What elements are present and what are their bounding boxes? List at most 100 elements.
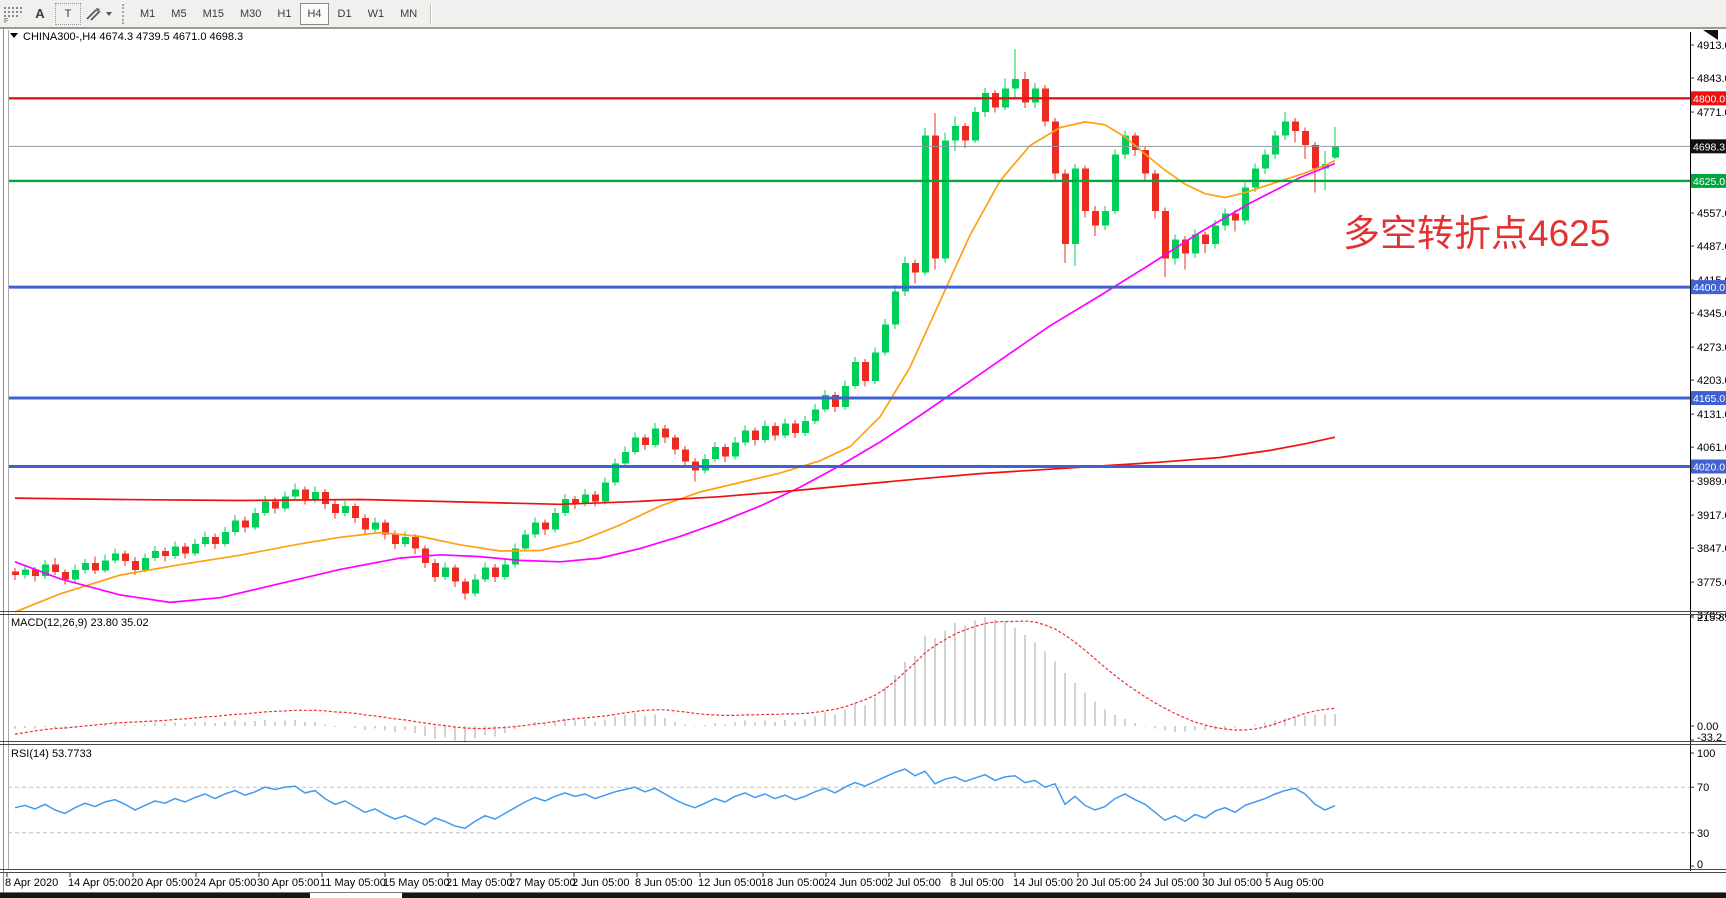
candle-body xyxy=(792,423,799,433)
candle-body xyxy=(512,548,519,565)
price-tick-label: 3989.0 xyxy=(1697,476,1726,488)
price-tick-label: 4131.0 xyxy=(1697,409,1726,421)
horizontal-scrollbar[interactable] xyxy=(0,893,1726,898)
candle-body xyxy=(472,579,479,594)
toolbar-separator xyxy=(430,3,433,24)
draw-tools-icon[interactable] xyxy=(82,2,116,26)
timeframe-button-h1[interactable]: H1 xyxy=(270,3,298,25)
candle-body xyxy=(232,520,239,533)
time-axis-label: 14 Jul 05:00 xyxy=(1013,877,1073,889)
candle-body xyxy=(1292,121,1299,131)
candle-body xyxy=(462,581,469,594)
time-axis-label: 8 Jun 05:00 xyxy=(635,877,693,889)
rsi-tick-label: 70 xyxy=(1697,782,1709,794)
candle-body xyxy=(612,463,619,483)
candle-body xyxy=(562,499,569,514)
candle-body xyxy=(772,425,779,436)
text-tool-button[interactable]: T xyxy=(55,2,81,25)
toolbar-grip[interactable] xyxy=(122,3,128,24)
timeframe-button-mn[interactable]: MN xyxy=(393,3,424,25)
candle-body xyxy=(672,437,679,450)
candle-body xyxy=(702,458,709,471)
candle-body xyxy=(342,506,349,514)
candle-body xyxy=(1322,163,1329,169)
time-axis[interactable]: 8 Apr 2020 14 Apr 05:00 20 Apr 05:00 24 Apr… xyxy=(5,872,1324,889)
candle-body xyxy=(202,536,209,544)
macd-tick-label: 215.81 xyxy=(1697,612,1726,624)
timeframe-button-group: M1 M5 M15 M30 H1 H4 D1 W1 MN xyxy=(132,2,425,25)
candle-body xyxy=(1012,78,1019,89)
ma-mid-magenta xyxy=(14,162,1336,604)
candle-body xyxy=(682,449,689,462)
price-tick-label: 4843.0 xyxy=(1697,73,1726,85)
candle-body xyxy=(1232,213,1239,221)
candle-body xyxy=(12,571,19,576)
candle-body xyxy=(852,362,859,386)
rsi-tick-label: 100 xyxy=(1697,748,1715,760)
annotation-text[interactable]: 多空转折点4625 xyxy=(1343,213,1610,254)
candle-body xyxy=(1132,135,1139,150)
timeframe-button-h4[interactable]: H4 xyxy=(300,2,329,25)
time-axis-label: 14 Apr 05:00 xyxy=(68,877,130,889)
candle-body xyxy=(832,395,839,408)
macd-signal-line xyxy=(14,620,1336,735)
price-badge-4698.3 xyxy=(1691,139,1726,154)
candle-body xyxy=(552,513,559,530)
candle-body xyxy=(842,385,849,408)
price-tick-label: 3917.0 xyxy=(1697,510,1726,522)
price-tick-label: 4273.0 xyxy=(1697,342,1726,354)
candle-body xyxy=(732,442,739,457)
candle-body xyxy=(272,501,279,509)
candle-body xyxy=(942,140,949,259)
candle-body xyxy=(322,491,329,504)
candle-body xyxy=(782,423,789,436)
timeframe-button-m5[interactable]: M5 xyxy=(164,3,193,25)
time-axis-label: 2 Jul 05:00 xyxy=(887,877,941,889)
rsi-label: RSI(14) 53.7733 xyxy=(11,748,92,760)
candle-body xyxy=(452,567,459,582)
candle-body xyxy=(332,503,339,514)
candle-body xyxy=(412,536,419,549)
timeframe-button-m30[interactable]: M30 xyxy=(233,3,268,25)
candle-body xyxy=(572,499,579,504)
candle-body xyxy=(752,430,759,441)
candle-body xyxy=(522,534,529,549)
candle-body xyxy=(402,536,409,544)
price-badge-text: 4800.0 xyxy=(1693,93,1725,105)
price-scale[interactable]: 4913.04843.04771.04557.04487.04415.04345… xyxy=(1690,40,1726,871)
candle-body xyxy=(352,506,359,518)
candle-body xyxy=(112,553,119,561)
chart-shift-marker-icon[interactable] xyxy=(1703,30,1718,40)
price-badge-4625.0 xyxy=(1691,173,1726,188)
candle-body xyxy=(392,534,399,544)
candle-body xyxy=(182,546,189,554)
candle-body xyxy=(542,522,549,530)
price-badge-text: 4400.0 xyxy=(1693,282,1725,294)
price-tick-label: 3705.0 xyxy=(1697,610,1726,622)
timeframe-button-w1[interactable]: W1 xyxy=(361,3,392,25)
font-tool-button[interactable]: A xyxy=(27,3,53,25)
timeframe-button-m15[interactable]: M15 xyxy=(196,3,231,25)
candle-body xyxy=(1332,146,1339,158)
price-tick-label: 4345.0 xyxy=(1697,308,1726,320)
candle-body xyxy=(212,536,219,544)
candle-body xyxy=(992,93,999,108)
price-badge-text: 4020.0 xyxy=(1693,461,1725,473)
candle-body xyxy=(1042,88,1049,122)
macd-tick-label: -33.2 xyxy=(1697,732,1722,744)
rsi-tick-label: 30 xyxy=(1697,828,1709,840)
candle-body xyxy=(1222,213,1229,226)
symbol-dropdown-icon[interactable] xyxy=(10,33,18,38)
time-axis-label: 8 Apr 2020 xyxy=(5,877,58,889)
candle-body xyxy=(872,352,879,382)
timeframe-button-m1[interactable]: M1 xyxy=(133,3,162,25)
horizontal-scrollbar-thumb[interactable] xyxy=(310,893,402,898)
indicator-grid-icon[interactable]: F xyxy=(0,2,26,26)
candle-body xyxy=(1162,211,1169,259)
horizontal-lines-layer[interactable]: 多空转折点4625 CHINA300-,H4 4674.3 4739.5 4671… xyxy=(8,31,1690,468)
time-axis-label: 5 Aug 05:00 xyxy=(1265,877,1324,889)
candle-body xyxy=(132,560,139,570)
timeframe-button-d1[interactable]: D1 xyxy=(331,3,359,25)
candle-body xyxy=(52,564,59,573)
